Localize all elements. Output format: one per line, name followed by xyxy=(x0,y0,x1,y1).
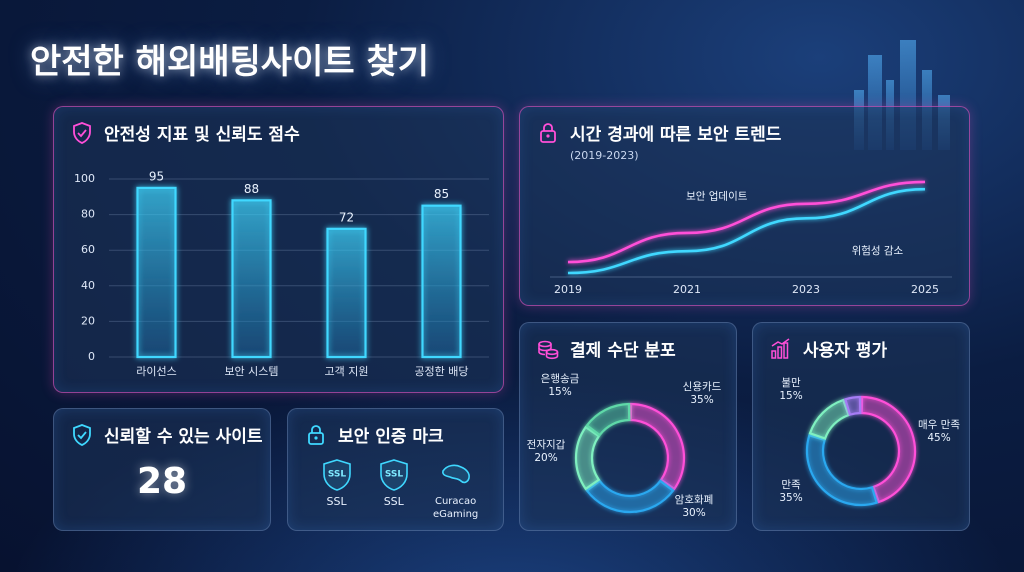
coins-icon xyxy=(538,340,559,359)
x-tick-label: 공정한 배당 xyxy=(414,365,468,378)
rating-panel-header: 사용자 평가 xyxy=(769,336,887,361)
trend-panel-header: 시간 경과에 따른 보안 트렌드 xyxy=(536,120,781,145)
slice-percent: 35% xyxy=(690,394,713,406)
trend-panel-subtitle: (2019-2023) xyxy=(570,149,639,162)
cert-panel-title: 보안 인증 마크 xyxy=(338,427,444,447)
payment-panel-title: 결제 수단 분포 xyxy=(570,341,676,361)
slice-percent: 45% xyxy=(927,432,950,444)
series-line xyxy=(567,180,926,264)
slice-label: 신용카드 xyxy=(683,381,722,393)
ssl-badge: SSL SSL xyxy=(365,459,422,521)
x-tick-label: 2025 xyxy=(911,283,939,296)
y-tick-label: 100 xyxy=(74,172,95,185)
slice-label: 암호화폐 xyxy=(675,494,714,506)
x-tick-label: 보안 시스템 xyxy=(224,365,278,378)
user-rating-panel: 사용자 평가 매우 만족 45% 만족 35% 불만 15% xyxy=(752,322,970,531)
series-label-security-update: 보안 업데이트 xyxy=(686,190,748,203)
cert-panel-header: 보안 인증 마크 xyxy=(304,422,444,447)
x-tick-label: 2019 xyxy=(554,283,582,296)
x-tick-label: 2023 xyxy=(792,283,820,296)
curacao-map-icon xyxy=(441,464,470,484)
curacao-label-line2: eGaming xyxy=(433,509,479,520)
bar xyxy=(231,199,272,359)
cert-badges: SSL SSL SSL SSL Curacao eGaming xyxy=(308,459,489,521)
curacao-badge-label: Curacao eGaming xyxy=(433,495,478,521)
y-tick-label: 40 xyxy=(81,279,95,292)
bar-value-label: 85 xyxy=(434,187,449,201)
slice-percent: 15% xyxy=(548,386,571,398)
donut-slice xyxy=(585,479,675,514)
slice-percent: 35% xyxy=(779,492,802,504)
curacao-badge: Curacao eGaming xyxy=(422,459,489,521)
trusted-panel-header: 신뢰할 수 있는 사이트 xyxy=(70,422,263,447)
slice-label: 은행송금 xyxy=(541,373,580,385)
series-label-risk-reduction: 위험성 감소 xyxy=(852,244,904,257)
series-line xyxy=(567,187,926,275)
bar xyxy=(326,227,367,359)
ssl-badge-label: SSL xyxy=(383,495,404,508)
bar-chart-icon xyxy=(771,337,790,359)
bar-value-label: 95 xyxy=(149,169,164,183)
y-tick-label: 20 xyxy=(81,314,95,327)
donut-slice xyxy=(629,402,686,491)
donut-slice xyxy=(574,425,601,491)
slice-label: 매우 만족 xyxy=(918,419,960,431)
safety-panel-header: 안전성 지표 및 신뢰도 점수 xyxy=(70,120,300,145)
safety-score-panel: 안전성 지표 및 신뢰도 점수 0 20 40 60 80 100 95 라이선스 88 보안 시… xyxy=(53,106,504,393)
donut-slice xyxy=(585,402,631,437)
bar-value-label: 72 xyxy=(339,210,354,224)
curacao-label-line1: Curacao xyxy=(434,496,477,507)
slice-percent: 15% xyxy=(779,390,802,402)
svg-text:SSL: SSL xyxy=(327,470,346,480)
ssl-badge: SSL SSL xyxy=(308,459,365,521)
trusted-panel-title: 신뢰할 수 있는 사이트 xyxy=(104,427,263,447)
slice-label: 만족 xyxy=(781,479,801,491)
shield-check-icon xyxy=(73,423,91,446)
slice-label: 불만 xyxy=(781,377,801,389)
payment-distribution-panel: 결제 수단 분포 신용카드 35% 암호화폐 30% 전자지갑 20% 은행송금 15% xyxy=(519,322,737,531)
page-title: 안전한 해외배팅사이트 찾기 xyxy=(30,42,430,82)
lock-icon xyxy=(308,424,324,445)
svg-text:SSL: SSL xyxy=(385,470,404,480)
slice-percent: 20% xyxy=(534,452,557,464)
y-tick-label: 80 xyxy=(81,208,95,221)
donut-slice xyxy=(805,433,879,507)
trusted-sites-count: 28 xyxy=(136,461,188,502)
ssl-badge-label: SSL xyxy=(326,495,347,508)
y-tick-label: 0 xyxy=(88,350,95,363)
trusted-sites-panel: 신뢰할 수 있는 사이트 28 xyxy=(53,408,271,531)
donut-slice xyxy=(860,395,917,504)
ssl-shield-icon: SSL xyxy=(322,459,351,491)
shield-check-icon xyxy=(73,121,91,144)
donut-slice xyxy=(843,395,862,417)
payment-panel-header: 결제 수단 분포 xyxy=(536,336,676,361)
slice-percent: 30% xyxy=(682,507,705,519)
rating-panel-title: 사용자 평가 xyxy=(803,341,888,361)
safety-panel-title: 안전성 지표 및 신뢰도 점수 xyxy=(104,125,300,145)
x-tick-label: 2021 xyxy=(673,283,701,296)
bar-value-label: 88 xyxy=(244,182,259,196)
slice-label: 전자지갑 xyxy=(527,439,566,451)
security-trend-panel: 시간 경과에 따른 보안 트렌드 (2019-2023) 2019 2021 202… xyxy=(519,106,970,306)
y-tick-label: 60 xyxy=(81,243,95,256)
x-tick-label: 고객 지원 xyxy=(325,365,369,378)
trend-panel-title: 시간 경과에 따른 보안 트렌드 xyxy=(570,125,782,145)
bar xyxy=(136,186,177,359)
bar xyxy=(421,204,462,359)
lock-icon xyxy=(540,122,556,143)
safety-bar-chart: 0 20 40 60 80 100 95 라이선스 88 보안 시스템 72 고객 지원 85 공정한 배… xyxy=(74,169,489,378)
ssl-shield-icon: SSL xyxy=(379,459,408,491)
security-cert-panel: 보안 인증 마크 SSL SSL SSL SSL Curacao eGaming xyxy=(287,408,504,531)
donut-slice xyxy=(808,398,850,440)
x-tick-label: 라이선스 xyxy=(136,365,176,378)
